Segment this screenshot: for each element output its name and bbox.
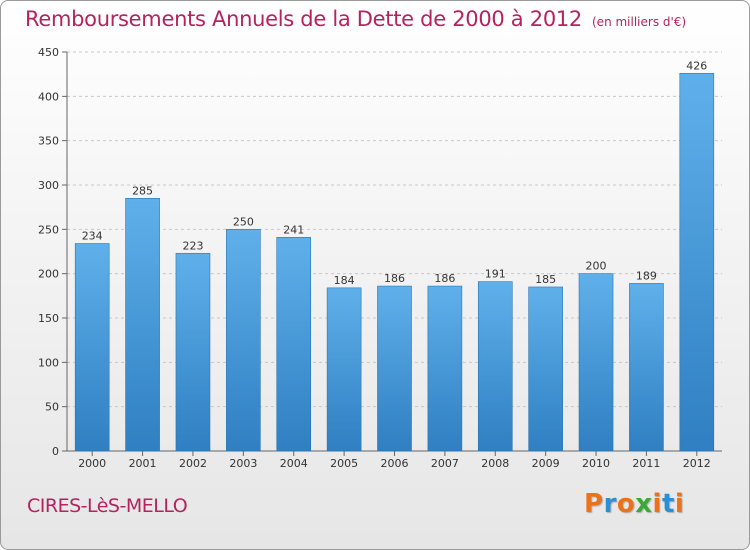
x-tick-label: 2002 [179, 457, 207, 470]
bar [377, 285, 412, 452]
y-tick-label: 450 [38, 46, 59, 59]
x-tick-label: 2005 [330, 457, 358, 470]
y-tick-label: 300 [38, 179, 59, 192]
bar [125, 198, 160, 452]
y-tick-label: 150 [38, 312, 59, 325]
proxiti-logo: Proxiti [584, 489, 685, 519]
x-tick-label: 2008 [481, 457, 509, 470]
bar [74, 243, 110, 452]
bar [427, 285, 463, 452]
data-label: 250 [233, 215, 254, 228]
data-label: 186 [434, 272, 455, 285]
data-label: 186 [384, 272, 405, 285]
bar [175, 252, 211, 452]
bar [528, 286, 563, 452]
chart-subtitle: (en milliers d'€) [592, 15, 687, 29]
bar [578, 273, 614, 452]
bars [74, 72, 715, 452]
data-label: 223 [182, 239, 203, 252]
data-label: 241 [283, 223, 304, 236]
data-label: 234 [82, 230, 103, 243]
bar [629, 283, 664, 452]
y-tick-label: 350 [38, 135, 59, 148]
x-tick-label: 2012 [683, 457, 711, 470]
x-tick-label: 2010 [582, 457, 610, 470]
x-tick-label: 2001 [129, 457, 157, 470]
y-tick-label: 200 [38, 268, 59, 281]
bar [226, 229, 261, 452]
data-label: 200 [586, 260, 607, 273]
y-tick-label: 50 [45, 401, 59, 414]
x-tick-label: 2007 [431, 457, 459, 470]
data-labels: 234 285 223 250 241 184 186 186 191 185 200 189 426 [82, 59, 708, 287]
y-tick-label: 250 [38, 223, 59, 236]
data-label: 184 [334, 274, 355, 287]
data-label: 426 [686, 59, 707, 72]
data-label: 191 [485, 268, 506, 281]
y-tick-label: 100 [38, 356, 59, 369]
chart-title: Remboursements Annuels de la Dette de 20… [25, 7, 687, 31]
bar [679, 72, 715, 452]
x-tick-label: 2009 [532, 457, 560, 470]
data-label: 185 [535, 273, 556, 286]
bar [276, 237, 312, 452]
x-tick-label: 2000 [78, 457, 106, 470]
x-tick-label: 2011 [632, 457, 660, 470]
y-tick-label: 0 [52, 445, 59, 458]
x-tick-label: 2006 [381, 457, 409, 470]
commune-name: CIRES-LèS-MELLO [27, 495, 188, 517]
bar [477, 281, 513, 452]
data-label: 189 [636, 269, 657, 282]
x-tick-label: 2004 [280, 457, 308, 470]
bar [326, 287, 362, 452]
data-label: 285 [132, 184, 153, 197]
y-tick-label: 400 [38, 90, 59, 103]
x-tick-label: 2003 [229, 457, 257, 470]
